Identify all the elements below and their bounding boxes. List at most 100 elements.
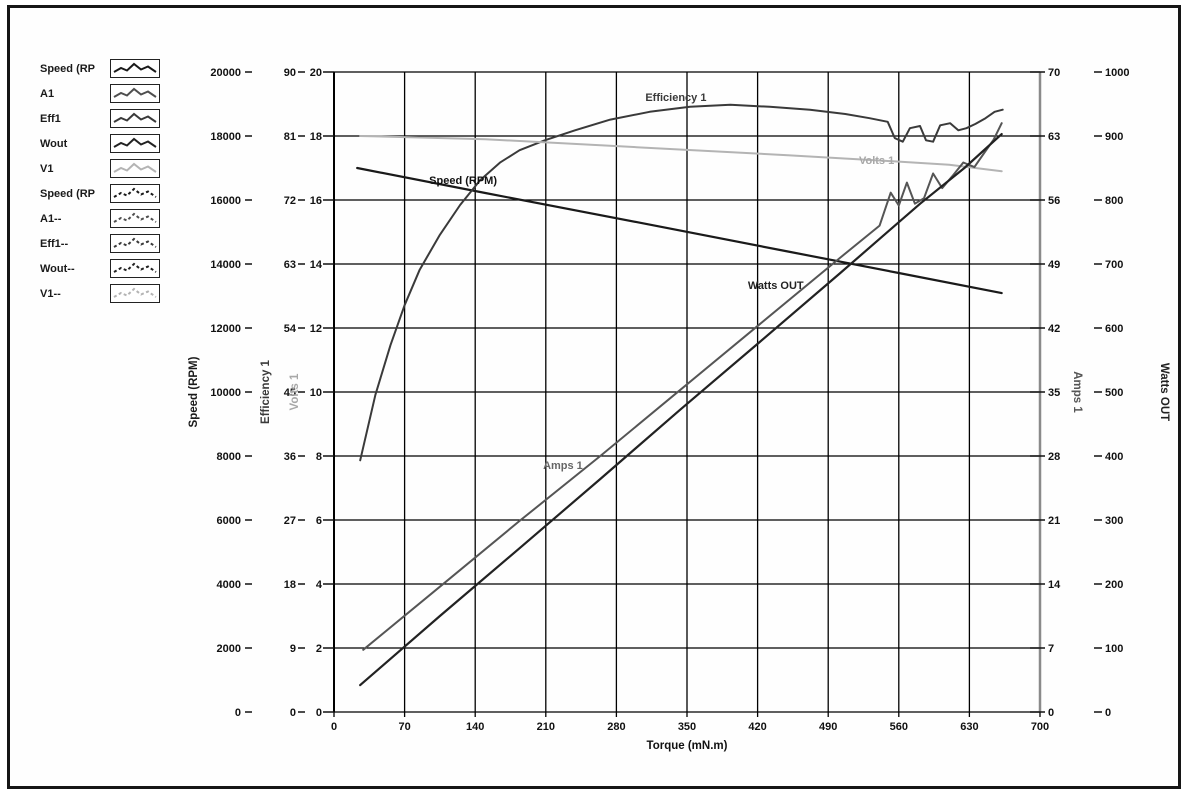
y-tick-label: 20 xyxy=(310,67,322,79)
legend-item: V1 xyxy=(40,156,160,181)
y-tick-label: 0 xyxy=(1048,707,1054,719)
y-tick-label: 0 xyxy=(316,707,322,719)
legend-line-sample xyxy=(110,134,160,153)
legend-line-sample xyxy=(110,84,160,103)
legend-item-label: A1-- xyxy=(40,212,62,225)
y-axis-title: Efficiency 1 xyxy=(260,359,272,424)
x-tick-label: 0 xyxy=(331,721,337,733)
y-tick-label: 18 xyxy=(284,579,296,591)
y-tick-label: 49 xyxy=(1048,259,1060,271)
y-tick-label: 56 xyxy=(1048,195,1060,207)
series-line-volts-1 xyxy=(359,135,1003,173)
legend-item-label: V1-- xyxy=(40,287,61,300)
legend-item-label: Wout xyxy=(40,137,68,150)
legend-item-label: Wout-- xyxy=(40,262,75,275)
curve-label: Efficiency 1 xyxy=(645,92,706,104)
y-tick-label: 6000 xyxy=(217,515,241,527)
legend-line-sample xyxy=(110,59,160,78)
y-tick-label: 10 xyxy=(310,387,322,399)
y-tick-label: 4000 xyxy=(217,579,241,591)
y-tick-label: 90 xyxy=(284,67,296,79)
y-tick-label: 300 xyxy=(1105,515,1123,527)
x-tick-label: 420 xyxy=(748,721,766,733)
x-tick-label: 630 xyxy=(960,721,978,733)
y-tick-label: 20000 xyxy=(210,67,241,79)
y-tick-label: 600 xyxy=(1105,323,1123,335)
x-tick-label: 280 xyxy=(607,721,625,733)
y-tick-label: 6 xyxy=(316,515,322,527)
y-axis-title: Volts 1 xyxy=(289,373,301,410)
y-tick-label: 500 xyxy=(1105,387,1123,399)
x-tick-label: 70 xyxy=(398,721,410,733)
y-tick-label: 21 xyxy=(1048,515,1060,527)
series-line-watts-out xyxy=(359,133,1003,687)
legend-item: V1-- xyxy=(40,281,160,306)
y-tick-label: 2 xyxy=(316,643,322,655)
series-line-efficiency-1 xyxy=(359,103,1004,462)
y-tick-label: 8 xyxy=(316,451,322,463)
curve-label: Volts 1 xyxy=(859,155,894,167)
y-tick-label: 14 xyxy=(310,259,323,271)
y-tick-label: 54 xyxy=(284,323,297,335)
x-axis-title: Torque (mN.m) xyxy=(647,740,728,752)
legend-item: Wout-- xyxy=(40,256,160,281)
y-tick-label: 400 xyxy=(1105,451,1123,463)
y-tick-label: 1000 xyxy=(1105,67,1129,79)
legend-line-sample xyxy=(110,109,160,128)
y-axis-title: Amps 1 xyxy=(1071,371,1083,413)
y-tick-label: 16 xyxy=(310,195,322,207)
legend-line-sample xyxy=(110,159,160,178)
legend-item-label: Eff1-- xyxy=(40,237,69,250)
y-tick-label: 100 xyxy=(1105,643,1123,655)
y-tick-label: 7 xyxy=(1048,643,1054,655)
y-tick-label: 81 xyxy=(284,131,296,143)
y-tick-label: 45 xyxy=(284,387,296,399)
y-tick-label: 800 xyxy=(1105,195,1123,207)
legend-item-label: Eff1 xyxy=(40,112,61,125)
series-line-speed-rpm- xyxy=(356,166,1003,295)
y-tick-label: 72 xyxy=(284,195,296,207)
legend-item-label: Speed (RP xyxy=(40,62,96,75)
y-tick-label: 35 xyxy=(1048,387,1060,399)
legend-line-sample xyxy=(110,259,160,278)
y-axis-title: Watts OUT xyxy=(1158,363,1170,421)
y-tick-label: 900 xyxy=(1105,131,1123,143)
legend-item: A1-- xyxy=(40,206,160,231)
y-tick-label: 10000 xyxy=(210,387,241,399)
curve-label: Speed (RPM) xyxy=(429,175,497,187)
curve-label: Watts OUT xyxy=(748,280,804,292)
chart-legend: Speed (RP A1 Eff1 Wout V1 Speed (RP A1-- Eff1--… xyxy=(40,56,160,306)
curve-label: Amps 1 xyxy=(543,460,583,472)
legend-line-sample xyxy=(110,209,160,228)
x-tick-label: 490 xyxy=(819,721,837,733)
y-tick-label: 0 xyxy=(235,707,241,719)
y-tick-label: 63 xyxy=(284,259,296,271)
y-tick-label: 36 xyxy=(284,451,296,463)
y-axis-title: Speed (RPM) xyxy=(188,356,200,427)
y-tick-label: 12000 xyxy=(210,323,241,335)
y-tick-label: 14 xyxy=(1048,579,1061,591)
legend-item: Speed (RP xyxy=(40,181,160,206)
y-tick-label: 4 xyxy=(316,579,323,591)
y-tick-label: 70 xyxy=(1048,67,1060,79)
legend-item: Eff1-- xyxy=(40,231,160,256)
legend-line-sample xyxy=(110,184,160,203)
legend-item-label: Speed (RP xyxy=(40,187,96,200)
x-tick-label: 140 xyxy=(466,721,484,733)
y-tick-label: 0 xyxy=(290,707,296,719)
y-tick-label: 700 xyxy=(1105,259,1123,271)
y-tick-label: 14000 xyxy=(210,259,241,271)
legend-item: A1 xyxy=(40,81,160,106)
legend-item-label: V1 xyxy=(40,162,54,175)
y-tick-label: 63 xyxy=(1048,131,1060,143)
y-tick-label: 8000 xyxy=(217,451,241,463)
y-tick-label: 12 xyxy=(310,323,322,335)
y-tick-label: 28 xyxy=(1048,451,1060,463)
y-tick-label: 0 xyxy=(1105,707,1111,719)
y-tick-label: 27 xyxy=(284,515,296,527)
x-tick-label: 210 xyxy=(537,721,555,733)
legend-line-sample xyxy=(110,234,160,253)
